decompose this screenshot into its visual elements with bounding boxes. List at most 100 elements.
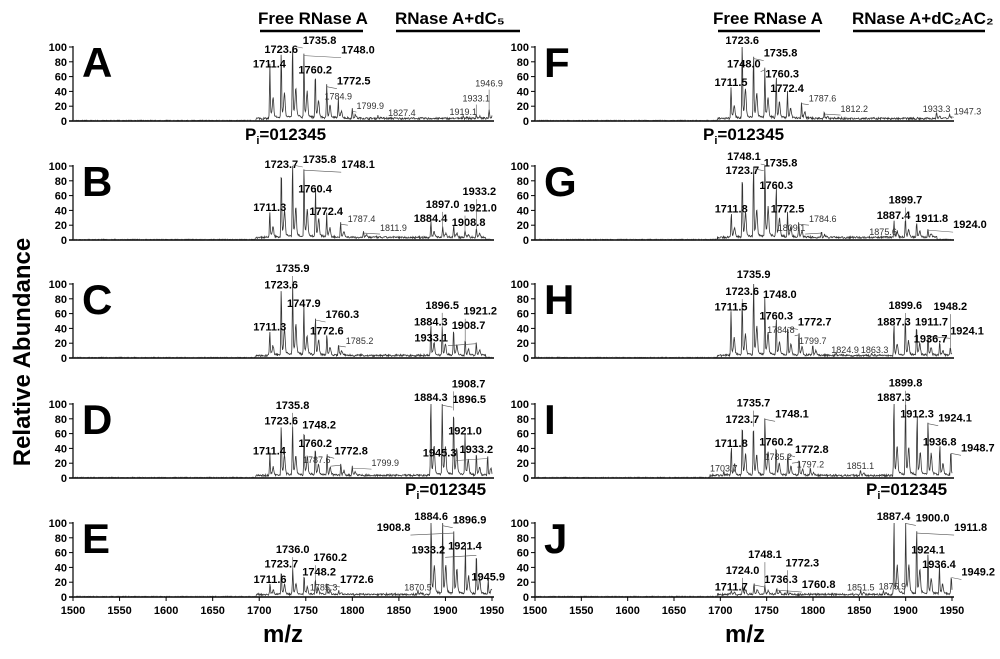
peak-leader bbox=[442, 525, 453, 528]
y-tick-label: 0 bbox=[61, 235, 67, 247]
y-tick-label: 40 bbox=[517, 443, 529, 455]
x-tick-label: 1650 bbox=[662, 605, 686, 617]
y-tick-label: 40 bbox=[55, 443, 67, 455]
peak-label: 1899.8 bbox=[889, 378, 923, 390]
y-tick-label: 0 bbox=[61, 116, 67, 128]
peak-label: 1875.9 bbox=[879, 582, 907, 592]
peak-label: 1899.7 bbox=[889, 195, 923, 207]
y-tick-label: 100 bbox=[511, 399, 529, 411]
y-tick-label: 40 bbox=[517, 86, 529, 98]
panel-letter: J bbox=[544, 515, 567, 562]
peak-leader bbox=[753, 168, 764, 171]
y-tick-label: 20 bbox=[55, 220, 67, 232]
y-tick-label: 0 bbox=[61, 353, 67, 365]
y-tick-label: 100 bbox=[511, 42, 529, 54]
peak-leader bbox=[760, 69, 765, 72]
panel-letter: F bbox=[544, 39, 570, 86]
peak-label: 1921.0 bbox=[463, 203, 497, 215]
peak-label: 1912.3 bbox=[900, 408, 934, 420]
y-tick-label: 20 bbox=[55, 458, 67, 470]
peak-label: 1760.2 bbox=[759, 436, 793, 448]
peak-label: 1748.0 bbox=[763, 289, 797, 301]
y-tick-label: 80 bbox=[55, 57, 67, 69]
peak-label: 1735.8 bbox=[303, 154, 337, 166]
peak-label: 1887.4 bbox=[877, 511, 912, 523]
peak-leader bbox=[340, 223, 348, 226]
peak-label: 1896.5 bbox=[452, 394, 486, 406]
peak-label: 1945.9 bbox=[471, 572, 505, 584]
x-tick-label: 1850 bbox=[387, 605, 411, 617]
peak-leader bbox=[927, 229, 954, 233]
peak-leader bbox=[805, 232, 822, 235]
peak-label: 1924.1 bbox=[938, 413, 972, 425]
peak-label: 1760.3 bbox=[765, 68, 799, 80]
panel-letter: D bbox=[82, 396, 112, 443]
peak-leader bbox=[448, 343, 477, 346]
peak-label: 1748.0 bbox=[341, 45, 375, 57]
peak-label: 1884.3 bbox=[414, 392, 448, 404]
peak-label: 1911.8 bbox=[954, 522, 987, 534]
peak-label: 1785.2 bbox=[346, 336, 374, 346]
peak-label: 1924.1 bbox=[911, 544, 945, 556]
peak-label: 1947.3 bbox=[954, 106, 982, 116]
peak-label: 1799.7 bbox=[799, 336, 827, 346]
peak-label: 1799.9 bbox=[372, 458, 400, 468]
peak-label: 1785.3 bbox=[310, 582, 338, 592]
panel-letter: H bbox=[544, 276, 574, 323]
peak-label: 1933.1 bbox=[463, 94, 491, 104]
peak-label: 1933.2 bbox=[460, 444, 494, 456]
peak-label: 1948.7 bbox=[961, 442, 995, 454]
peak-label: 1851.5 bbox=[847, 582, 875, 592]
peak-label: 1772.3 bbox=[786, 557, 820, 569]
y-tick-label: 0 bbox=[523, 235, 529, 247]
peak-label: 1911.8 bbox=[915, 213, 948, 225]
y-axis-label: Relative Abundance bbox=[9, 238, 36, 467]
peak-label: 1748.2 bbox=[302, 567, 336, 579]
peak-label: 1787.6 bbox=[303, 455, 331, 465]
peak-label: 1787.6 bbox=[809, 94, 837, 104]
spectrum-trace bbox=[534, 283, 953, 359]
peak-leader bbox=[951, 577, 962, 580]
peak-label: 1723.7 bbox=[726, 414, 760, 426]
peak-label: 1711.6 bbox=[254, 574, 287, 586]
peak-label: 1936.8 bbox=[923, 436, 957, 448]
panel-letter: C bbox=[82, 276, 112, 323]
header-right-complex: RNase A+dC₂AC₂ bbox=[852, 9, 994, 28]
y-tick-label: 80 bbox=[517, 57, 529, 69]
peak-label: 1897.0 bbox=[426, 199, 460, 211]
peak-label: 1736.0 bbox=[276, 544, 310, 556]
x-axis-label-right: m/z bbox=[725, 621, 765, 648]
y-tick-label: 60 bbox=[517, 72, 529, 84]
y-tick-label: 0 bbox=[61, 592, 67, 604]
spectrum-panel-a: 0 20 40 60 80 100 A 1711.4 1723.6 1735.8 1748.0 176… bbox=[49, 35, 503, 128]
peak-label: 1924.0 bbox=[953, 219, 987, 231]
x-tick-label: 1950 bbox=[480, 605, 504, 617]
y-tick-label: 100 bbox=[49, 161, 67, 173]
y-tick-label: 100 bbox=[511, 161, 529, 173]
peak-leader bbox=[352, 110, 357, 113]
peak-label: 1711.4 bbox=[253, 445, 287, 457]
x-tick-label: 1900 bbox=[893, 605, 917, 617]
y-tick-label: 40 bbox=[517, 323, 529, 335]
y-tick-label: 60 bbox=[55, 191, 67, 203]
peak-leader bbox=[326, 455, 335, 459]
peak-label: 1887.3 bbox=[877, 316, 911, 328]
panel-letter: A bbox=[82, 39, 112, 86]
y-tick-label: 20 bbox=[55, 577, 67, 589]
peak-leader bbox=[445, 555, 477, 558]
peak-leader bbox=[377, 117, 389, 120]
peak-label: 1921.2 bbox=[463, 306, 497, 318]
y-tick-label: 100 bbox=[49, 279, 67, 291]
peak-label: 1760.8 bbox=[802, 579, 836, 591]
peak-leader bbox=[442, 404, 453, 408]
peak-label: 1919.1 bbox=[450, 107, 478, 117]
pi-label-d: Pi=012345 bbox=[405, 480, 486, 502]
peak-label: 1736.3 bbox=[764, 574, 798, 586]
peak-label: 1760.3 bbox=[759, 180, 793, 192]
peak-leader bbox=[315, 319, 326, 323]
y-tick-label: 80 bbox=[517, 533, 529, 545]
y-tick-label: 80 bbox=[55, 294, 67, 306]
peak-label: 1748.0 bbox=[727, 59, 761, 71]
peak-label: 1799.9 bbox=[357, 101, 385, 111]
